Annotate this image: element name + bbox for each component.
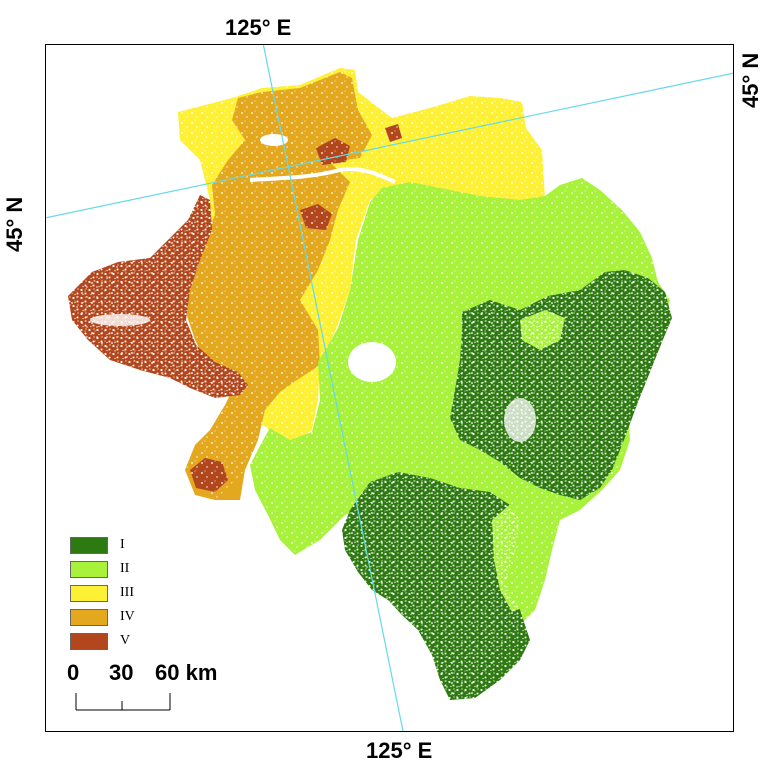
scale-tick-label-0: 0	[67, 660, 80, 685]
legend-label-v: V	[120, 633, 131, 648]
graticule-parallel-45n	[46, 72, 733, 219]
legend-item-ii: II	[70, 560, 150, 584]
white-clearing-north	[260, 134, 288, 146]
legend-label-iii: III	[120, 585, 134, 600]
scale-tick-label-30: 30	[109, 660, 134, 685]
general-texture	[68, 68, 670, 700]
legend-label-i: I	[120, 537, 125, 552]
legend-item-iv: IV	[70, 608, 150, 632]
legend: I II III IV V	[70, 536, 150, 656]
legend-swatch-v	[70, 633, 108, 650]
legend-label-ii: II	[120, 561, 130, 576]
legend-item-i: I	[70, 536, 150, 560]
white-clearing-center	[348, 342, 396, 382]
scale-tick-label-60: 60 km	[155, 660, 218, 685]
white-clearing-west	[90, 314, 150, 326]
legend-swatch-i	[70, 537, 108, 554]
river-northwest	[249, 167, 396, 184]
legend-swatch-iv	[70, 609, 108, 626]
parallel-label-right-text: 45° N	[738, 52, 763, 108]
legend-swatch-ii	[70, 561, 108, 578]
graticule-meridian-125e	[262, 45, 404, 731]
legend-item-iii: III	[70, 584, 150, 608]
meridian-label-bottom: 125° E	[366, 738, 433, 763]
legend-label-iv: IV	[120, 609, 135, 624]
legend-item-v: V	[70, 632, 150, 656]
meridian-label-top: 125° E	[225, 15, 292, 40]
scale-bar	[75, 693, 171, 711]
scale-bar-labels: 0 30 60 km	[67, 662, 237, 688]
parallel-label-left: 45° N	[2, 172, 27, 252]
parallel-label-right: 45° N	[738, 38, 764, 108]
white-clearing-east	[504, 398, 536, 442]
parallel-label-left-text: 45° N	[2, 196, 27, 252]
legend-swatch-iii	[70, 585, 108, 602]
